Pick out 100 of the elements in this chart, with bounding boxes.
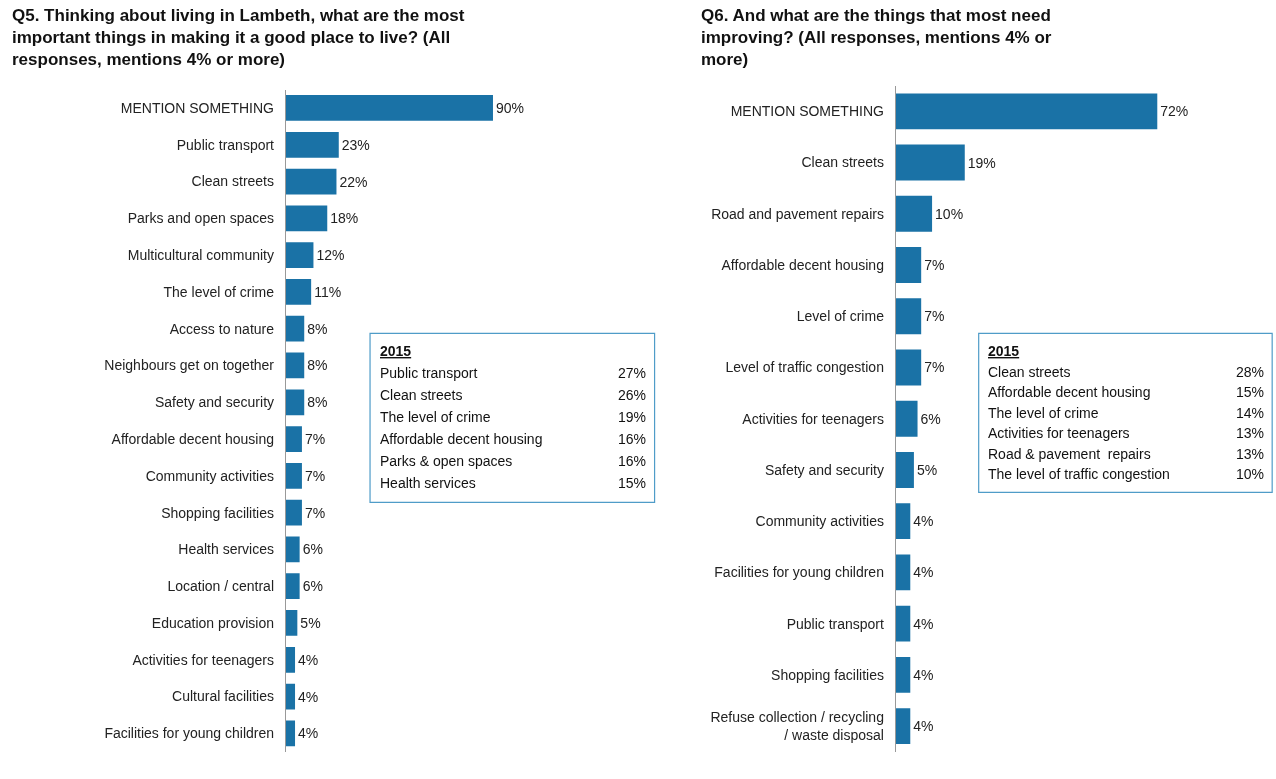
bar: [285, 610, 298, 636]
data-label: 4%: [913, 615, 934, 632]
annotation: Road & pavement repairs: [988, 446, 1151, 462]
y-tick-label: Public transport: [176, 136, 275, 153]
text: 15%: [1236, 384, 1265, 400]
data-label: 72%: [1160, 103, 1189, 120]
y-tick-label: Safety and security: [764, 461, 884, 478]
data-label: 11%: [314, 283, 342, 300]
y-tick-label: Cultural facilities: [172, 688, 275, 705]
chart-title: Q5. Thinking about living in Lambeth, what are the most important things in making it a good place to live? (All responses, mentions 4% or more): [12, 6, 465, 70]
y-tick-label: Clean streets: [801, 154, 884, 171]
bar: [895, 195, 933, 232]
bar: [285, 646, 296, 673]
data-label: 4%: [913, 718, 934, 735]
y-tick-label: Location / central: [167, 578, 275, 595]
text: 19%: [618, 409, 647, 425]
y-tick-label: Community activities: [145, 467, 275, 484]
data-label: 8%: [307, 320, 328, 337]
text: 16%: [618, 453, 647, 469]
annotation: Affordable decent housing: [380, 431, 543, 447]
y-tick-label: Road and pavement repairs: [711, 205, 884, 222]
chart-title: Q6. And what are the things that most need improving? (All responses, mentions 4% or more): [701, 6, 1052, 70]
bar: [895, 452, 914, 488]
bar: [895, 605, 911, 642]
annotation: Affordable decent housing: [988, 384, 1151, 400]
y-tick-label: Shopping facilities: [771, 666, 884, 683]
data-label: 8%: [307, 394, 328, 411]
y-tick-label: Parks and open spaces: [127, 210, 275, 227]
y-tick-label: Refuse collection / recycling / waste disposal: [710, 708, 884, 744]
data-label: 7%: [924, 257, 945, 274]
data-label: 7%: [304, 504, 326, 521]
data-label: 6%: [302, 541, 323, 558]
data-label: 4%: [298, 651, 319, 668]
bar: [285, 242, 314, 268]
y-tick-label: Neighbours get on together: [104, 357, 275, 374]
bar: [285, 720, 296, 747]
y-tick-label: Education provision: [151, 614, 275, 631]
y-tick-label: The level of crime: [163, 283, 275, 300]
y-tick-label: Multicultural community: [127, 247, 275, 264]
text: 16%: [618, 431, 647, 447]
annotation: Public transport: [380, 365, 478, 381]
data-label: 4%: [913, 666, 934, 683]
y-tick-label: Facilities for young children: [104, 725, 275, 742]
text: 26%: [618, 387, 647, 403]
bar: [895, 503, 911, 540]
bar: [895, 247, 922, 283]
data-label: 7%: [304, 431, 326, 448]
data-label: 4%: [913, 564, 934, 581]
annotation: Activities for teenagers: [988, 425, 1130, 441]
annotation: Parks & open spaces: [380, 453, 513, 469]
text: 13%: [1236, 425, 1265, 441]
bar: [285, 462, 302, 489]
data-label: 90%: [495, 99, 525, 116]
y-tick-label: MENTION SOMETHING: [730, 103, 884, 120]
y-tick-label: Affordable decent housing: [111, 430, 275, 447]
bar: [285, 95, 493, 121]
bar: [285, 426, 302, 452]
bar: [285, 683, 296, 710]
annotation: The level of traffic congestion: [988, 466, 1170, 482]
text: 27%: [618, 365, 647, 381]
data-label: 18%: [330, 210, 359, 227]
data-label: 10%: [935, 205, 964, 222]
y-tick-label: Shopping facilities: [161, 504, 275, 521]
data-label: 23%: [341, 136, 370, 153]
data-label: 6%: [302, 578, 323, 595]
data-label: 22%: [339, 173, 368, 190]
bar: [895, 708, 911, 745]
bar: [285, 499, 302, 526]
y-tick-label: Level of crime: [796, 308, 885, 325]
data-label: 4%: [298, 688, 319, 705]
data-label: 4%: [298, 725, 319, 742]
y-tick-label: Public transport: [786, 615, 885, 632]
annotation: Clean streets: [988, 364, 1071, 380]
bar: [285, 279, 312, 305]
y-tick-label: Health services: [178, 541, 275, 558]
bar: [895, 554, 911, 591]
text: 28%: [1236, 364, 1265, 380]
y-tick-label: Activities for teenagers: [132, 651, 275, 668]
text: 14%: [1236, 405, 1265, 421]
y-tick-label: Access to nature: [169, 320, 275, 337]
bar: [895, 298, 922, 335]
y-tick-label: MENTION SOMETHING: [120, 99, 275, 116]
annotation: 2015: [988, 343, 1020, 359]
data-label: 7%: [924, 359, 945, 376]
annotation: The level of crime: [380, 409, 491, 425]
bar: [895, 656, 911, 693]
annotation: 2015: [380, 343, 412, 359]
data-label: 12%: [316, 247, 345, 264]
bar: [285, 573, 300, 600]
data-label: 7%: [924, 308, 945, 325]
data-label: 8%: [307, 357, 328, 374]
bar: [285, 315, 305, 342]
bar: [285, 536, 300, 563]
annotation: Health services: [380, 475, 476, 491]
annotation: Clean streets: [380, 387, 463, 403]
bar: [285, 352, 305, 379]
bar: [895, 349, 922, 386]
bar: [285, 168, 337, 195]
data-label: 19%: [967, 154, 996, 171]
bar: [895, 144, 965, 181]
